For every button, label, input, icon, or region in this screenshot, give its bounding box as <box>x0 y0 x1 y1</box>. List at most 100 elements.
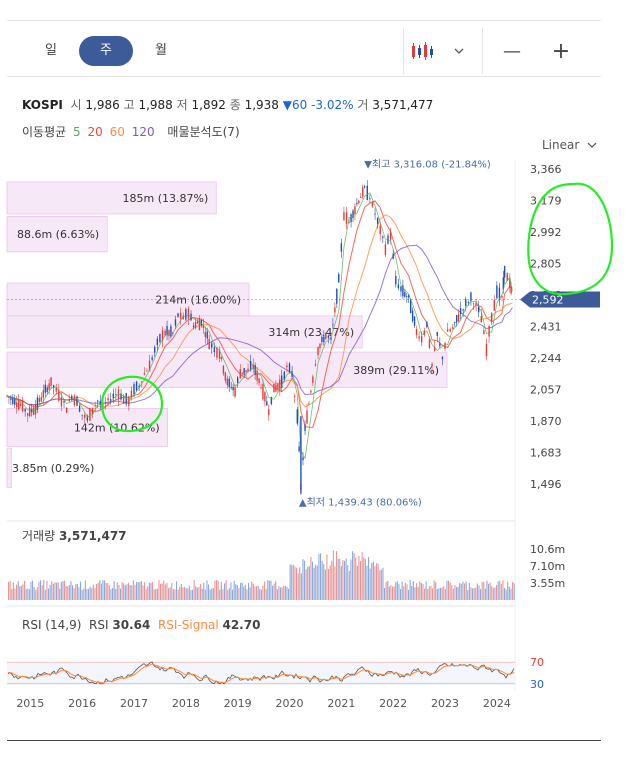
volume-bar <box>497 581 499 600</box>
volume-bar <box>257 585 259 600</box>
y-tick-label: 1,683 <box>530 447 562 460</box>
candle-body <box>323 336 325 343</box>
volume-bar <box>334 566 336 600</box>
volume-bar <box>158 580 160 600</box>
volume-bar <box>400 589 402 600</box>
candle-body <box>354 206 356 215</box>
volume-bar <box>195 586 197 600</box>
candle-body <box>224 372 227 381</box>
volume-bar <box>193 580 195 600</box>
annotation-circle <box>100 375 164 433</box>
candle-body <box>262 383 264 400</box>
volume-bar <box>148 582 150 600</box>
volume-bar <box>219 589 221 600</box>
volume-bar <box>424 588 426 600</box>
candle-body <box>325 333 327 340</box>
volume-bar <box>187 588 189 600</box>
volume-bar <box>492 588 494 600</box>
candle-body <box>306 410 308 424</box>
y-tick-label: 2,244 <box>530 352 562 365</box>
volume-bar <box>347 565 349 600</box>
volume-bar <box>411 585 413 600</box>
volume-bar <box>27 588 29 600</box>
candle-body <box>42 390 44 398</box>
volume-bar <box>112 588 114 600</box>
volume-bar <box>323 564 325 600</box>
volume-bar <box>160 583 162 600</box>
volume-bar <box>401 581 403 600</box>
volume-bar <box>446 580 448 600</box>
volume-bar <box>57 582 59 600</box>
candle-body <box>156 338 159 346</box>
scale-selector[interactable]: Linear <box>542 138 597 152</box>
chevron-down-icon[interactable] <box>442 36 476 66</box>
volume-bar <box>464 583 466 600</box>
volume-bar <box>144 582 146 600</box>
volume-bar <box>22 584 24 600</box>
volume-bar <box>91 588 93 600</box>
candle-body <box>478 306 480 313</box>
volume-bar <box>224 583 226 600</box>
candle-body <box>452 327 454 329</box>
candle-body <box>213 347 216 352</box>
volume-bar <box>353 553 355 600</box>
zoom-in-button[interactable]: + <box>551 38 571 64</box>
volume-bar <box>156 588 158 600</box>
candle-body <box>148 360 151 372</box>
tab-daily[interactable]: 일 <box>45 43 57 58</box>
candle-body <box>302 457 304 461</box>
volume-bar <box>454 584 456 600</box>
candle-body <box>220 356 223 360</box>
volume-bar <box>182 587 184 600</box>
candle-body <box>14 398 16 405</box>
volume-bar <box>440 587 442 600</box>
volume-bar <box>393 586 395 600</box>
volume-bar <box>408 589 410 600</box>
volume-bar <box>459 583 461 600</box>
volume-bar <box>376 563 378 600</box>
candle-body <box>356 202 358 205</box>
volume-bar <box>305 569 307 600</box>
zoom-out-button[interactable]: — <box>503 40 521 62</box>
volume-bar <box>435 582 437 600</box>
volume-bar <box>225 580 227 600</box>
candle-body <box>404 292 406 297</box>
candle-body <box>76 396 78 407</box>
volume-bar <box>478 585 480 600</box>
volume-bar <box>72 585 74 600</box>
volume-bar <box>321 560 323 600</box>
volume-bar <box>390 585 392 600</box>
tab-monthly[interactable]: 월 <box>155 43 167 58</box>
candlestick-icon[interactable] <box>404 36 442 66</box>
volume-bar <box>332 550 334 600</box>
tab-weekly[interactable]: 주 <box>79 36 133 66</box>
volume-bar <box>14 588 16 600</box>
rsi-signal-label: RSI-Signal <box>157 618 219 632</box>
candle-body <box>406 296 408 298</box>
moving-average-legend[interactable]: 이동평균 5 20 60 120 매물분석도(7) <box>22 123 243 140</box>
volume-bar <box>252 583 254 600</box>
candle-body <box>94 405 96 407</box>
candle-body <box>382 236 384 238</box>
volume-bar <box>179 586 181 600</box>
volume-bars <box>8 550 515 600</box>
volume-bar <box>171 583 173 600</box>
volume-bar <box>299 567 301 600</box>
candle-body <box>170 326 172 337</box>
candle-body <box>36 397 39 410</box>
candle-body <box>411 310 414 321</box>
candle-body <box>68 399 70 402</box>
scale-label: Linear <box>542 138 580 152</box>
volume-bar <box>264 581 266 600</box>
candle-body <box>243 368 245 375</box>
volume-bar <box>140 581 142 600</box>
volume-bar <box>259 588 261 600</box>
volume-bar <box>275 581 277 600</box>
volume-bar <box>136 582 138 600</box>
volume-bar <box>272 585 274 600</box>
candle-body <box>470 292 472 301</box>
volume-bar <box>436 589 438 600</box>
volume-bar <box>150 582 152 600</box>
candle-body <box>503 265 506 278</box>
